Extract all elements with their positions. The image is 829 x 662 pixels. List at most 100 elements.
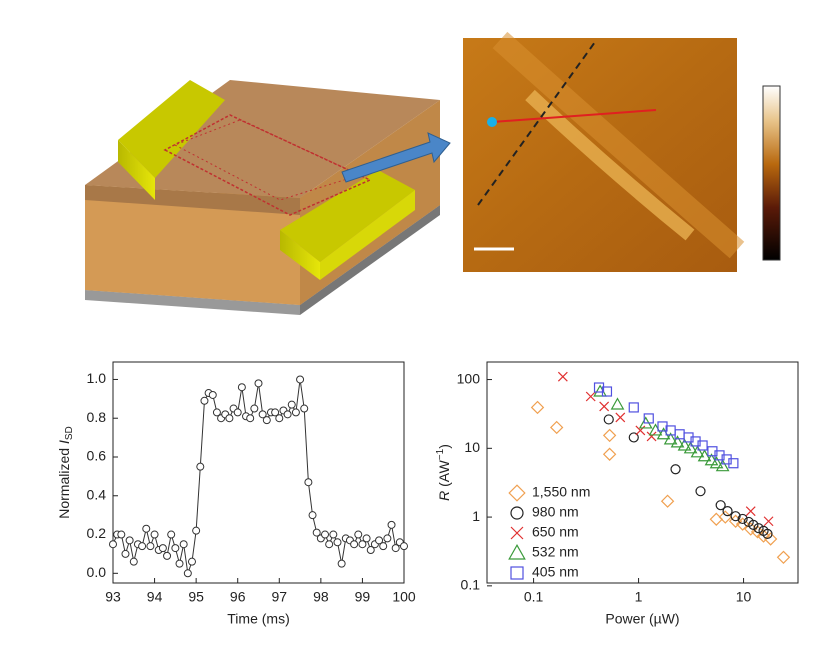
data-point xyxy=(117,530,126,539)
y-tick-label: 0.2 xyxy=(87,525,107,541)
marker xyxy=(728,458,739,469)
data-point xyxy=(312,528,321,537)
data-point xyxy=(325,540,334,549)
data-point xyxy=(175,559,184,568)
marker xyxy=(610,397,625,410)
x-tick-label: 97 xyxy=(271,589,287,605)
marker xyxy=(643,413,654,424)
marker xyxy=(602,428,617,443)
legend-marker xyxy=(510,506,524,520)
data-point xyxy=(375,536,384,545)
marker xyxy=(615,412,626,423)
y-label-part: ) xyxy=(436,444,452,449)
legend-label: 650 nm xyxy=(532,524,579,540)
data-point xyxy=(291,408,300,417)
data-point xyxy=(183,569,192,578)
marker xyxy=(763,532,778,546)
marker xyxy=(602,447,617,461)
colorbar xyxy=(762,85,781,261)
y-tick-label: 0.8 xyxy=(87,409,107,425)
data-point xyxy=(321,530,330,539)
x-tick-label: 98 xyxy=(313,589,329,605)
marker xyxy=(549,420,564,435)
marker xyxy=(730,511,741,522)
plot-frame xyxy=(112,361,405,584)
y-tick-label: 0.1 xyxy=(461,577,481,593)
legend-label: 405 nm xyxy=(532,564,579,580)
marker xyxy=(745,506,756,517)
data-point xyxy=(262,416,271,425)
marker xyxy=(670,435,685,448)
data-point xyxy=(391,544,400,553)
y-tick-label: 1.0 xyxy=(87,370,107,386)
data-point xyxy=(383,534,392,543)
data-point xyxy=(308,511,317,520)
legend-marker xyxy=(508,484,526,502)
marker xyxy=(715,459,730,472)
x-tick-label: 93 xyxy=(105,589,121,605)
data-point xyxy=(146,542,155,551)
marker xyxy=(660,494,675,508)
y-label-part: −1 xyxy=(435,448,446,460)
legend-label: 532 nm xyxy=(532,544,579,560)
marker xyxy=(585,391,596,402)
data-point xyxy=(258,410,267,419)
x-tick-label: 10 xyxy=(736,589,752,605)
data-point xyxy=(192,526,201,535)
marker xyxy=(753,523,764,534)
data-point xyxy=(121,549,130,558)
x-tick-label: 1 xyxy=(635,589,643,605)
data-point xyxy=(171,544,180,553)
legend-marker xyxy=(510,566,524,580)
y-label-part: SD xyxy=(64,426,75,440)
y-tick-label: 1 xyxy=(472,508,480,524)
afm-image xyxy=(463,31,745,272)
data-point xyxy=(358,540,367,549)
data-point xyxy=(254,379,263,388)
data-point xyxy=(208,390,217,399)
data-point xyxy=(109,540,117,549)
marker xyxy=(762,528,773,539)
y-label-part: R xyxy=(436,491,452,501)
data-point xyxy=(337,559,346,568)
data-point xyxy=(187,557,196,566)
y-tick-label: 10 xyxy=(464,439,480,455)
marker xyxy=(601,386,613,397)
marker xyxy=(690,445,705,458)
data-point xyxy=(296,375,305,384)
marker xyxy=(715,500,726,511)
data-point xyxy=(354,530,363,539)
marker xyxy=(646,431,657,442)
arrow xyxy=(341,132,451,183)
x-tick-label: 99 xyxy=(355,589,371,605)
data-point xyxy=(246,414,255,423)
data-point xyxy=(225,414,234,423)
y-label-part: Normalized xyxy=(56,444,72,519)
x-tick-label: 95 xyxy=(188,589,204,605)
marker xyxy=(677,438,692,451)
data-point xyxy=(300,404,309,413)
marker xyxy=(776,550,791,565)
legend-marker xyxy=(508,543,526,560)
marker xyxy=(530,400,545,415)
marker xyxy=(722,506,733,517)
data-point xyxy=(237,383,246,392)
data-point xyxy=(200,396,209,405)
x-tick-label: 0.1 xyxy=(524,589,544,605)
x-axis-label: Time (ms) xyxy=(227,611,289,627)
data-point xyxy=(400,542,408,551)
marker xyxy=(628,402,639,413)
plot-frame xyxy=(486,361,799,584)
data-point xyxy=(196,462,205,471)
data-point xyxy=(129,557,138,566)
data-point xyxy=(329,530,338,539)
data-point xyxy=(333,538,342,547)
data-point xyxy=(304,478,313,487)
x-axis-label: Power (µW) xyxy=(605,611,679,627)
y-tick-label: 0.4 xyxy=(87,486,107,502)
legend-label: 1,550 nm xyxy=(532,484,590,500)
data-point xyxy=(379,542,388,551)
marker xyxy=(709,456,724,469)
marker xyxy=(670,464,681,475)
